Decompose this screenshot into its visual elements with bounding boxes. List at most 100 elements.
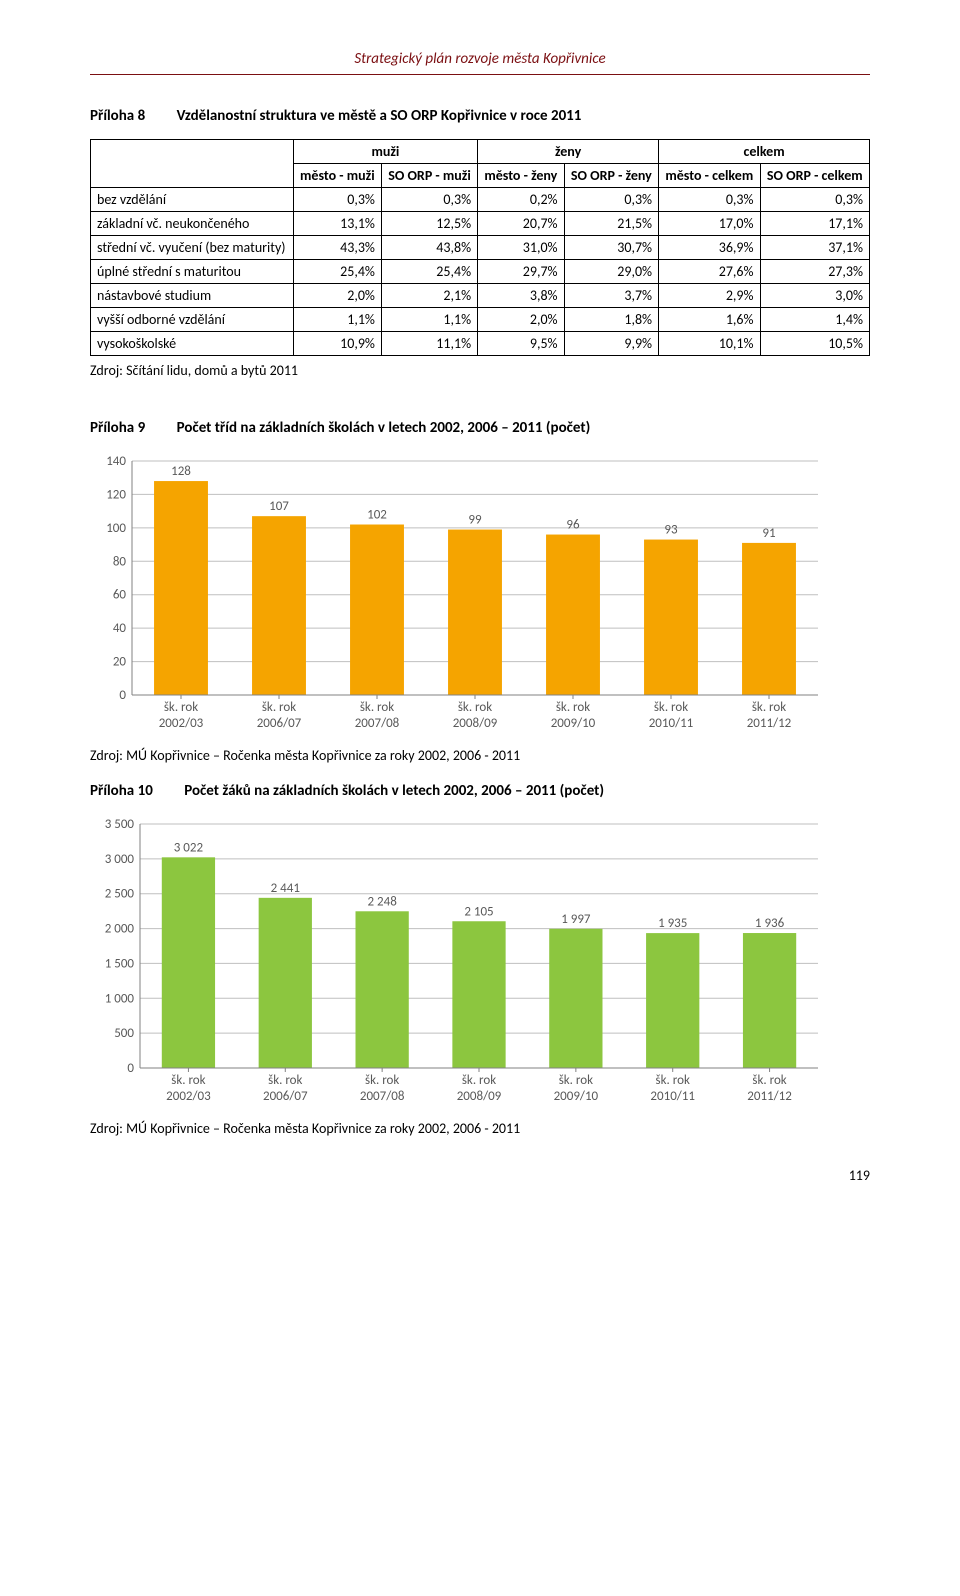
svg-text:šk. rok: šk. rok: [268, 1073, 302, 1088]
svg-text:2009/10: 2009/10: [554, 1089, 599, 1104]
chart10-svg: 05001 0001 5002 0002 5003 0003 5003 022š…: [90, 814, 830, 1114]
cell: 29,7%: [478, 260, 564, 284]
svg-text:1 935: 1 935: [658, 916, 687, 931]
svg-text:šk. rok: šk. rok: [654, 700, 688, 715]
svg-text:2011/12: 2011/12: [747, 1089, 792, 1104]
svg-text:91: 91: [762, 526, 775, 541]
section10-heading: Příloha 10 Počet žáků na základních škol…: [90, 782, 870, 800]
cell: 2,9%: [659, 284, 760, 308]
table-row: vyšší odborné vzdělání1,1%1,1%2,0%1,8%1,…: [91, 308, 870, 332]
svg-text:šk. rok: šk. rok: [458, 700, 492, 715]
svg-text:2009/10: 2009/10: [551, 716, 596, 731]
cell: 25,4%: [293, 260, 381, 284]
svg-text:šk. rok: šk. rok: [360, 700, 394, 715]
cell: 12,5%: [381, 212, 477, 236]
row-label: bez vzdělání: [91, 188, 294, 212]
section10-title: Počet žáků na základních školách v letec…: [184, 782, 604, 800]
cell: 43,3%: [293, 236, 381, 260]
cell: 9,9%: [564, 332, 658, 356]
cell: 17,1%: [760, 212, 869, 236]
section10-source: Zdroj: MÚ Kopřivnice – Ročenka města Kop…: [90, 1120, 870, 1137]
cell: 29,0%: [564, 260, 658, 284]
cell: 0,3%: [293, 188, 381, 212]
svg-text:2 000: 2 000: [105, 922, 135, 937]
svg-text:šk. rok: šk. rok: [171, 1073, 205, 1088]
svg-text:2002/03: 2002/03: [159, 716, 204, 731]
col-sub-0: město - muži: [293, 164, 381, 188]
svg-text:140: 140: [106, 454, 126, 469]
svg-text:2011/12: 2011/12: [747, 716, 792, 731]
svg-text:20: 20: [113, 655, 127, 670]
svg-text:96: 96: [566, 518, 580, 533]
svg-text:500: 500: [114, 1026, 134, 1041]
svg-text:80: 80: [113, 554, 127, 569]
svg-text:3 500: 3 500: [105, 817, 135, 832]
svg-text:100: 100: [106, 521, 126, 536]
cell: 2,0%: [293, 284, 381, 308]
svg-text:60: 60: [113, 588, 127, 603]
cell: 0,3%: [659, 188, 760, 212]
table-row: úplné střední s maturitou25,4%25,4%29,7%…: [91, 260, 870, 284]
cell: 36,9%: [659, 236, 760, 260]
svg-text:1 936: 1 936: [755, 916, 785, 931]
svg-text:2010/11: 2010/11: [649, 716, 694, 731]
cell: 20,7%: [478, 212, 564, 236]
svg-text:107: 107: [269, 499, 289, 514]
section8-title: Vzdělanostní struktura ve městě a SO ORP…: [177, 107, 582, 125]
svg-text:2 500: 2 500: [105, 887, 135, 902]
cell: 30,7%: [564, 236, 658, 260]
col-sub-5: SO ORP - celkem: [760, 164, 869, 188]
cell: 9,5%: [478, 332, 564, 356]
col-sub-1: SO ORP - muži: [381, 164, 477, 188]
svg-text:3 022: 3 022: [174, 840, 204, 855]
cell: 0,3%: [381, 188, 477, 212]
svg-text:2 105: 2 105: [464, 904, 493, 919]
cell: 10,5%: [760, 332, 869, 356]
table-row: základní vč. neukončeného13,1%12,5%20,7%…: [91, 212, 870, 236]
page: Strategický plán rozvoje města Kopřivnic…: [0, 0, 960, 1214]
page-number: 119: [90, 1167, 870, 1184]
cell: 2,0%: [478, 308, 564, 332]
cell: 3,8%: [478, 284, 564, 308]
svg-text:0: 0: [119, 688, 126, 703]
svg-text:2 441: 2 441: [271, 881, 300, 896]
cell: 43,8%: [381, 236, 477, 260]
cell: 3,0%: [760, 284, 869, 308]
cell: 25,4%: [381, 260, 477, 284]
svg-text:šk. rok: šk. rok: [262, 700, 296, 715]
col-sub-3: SO ORP - ženy: [564, 164, 658, 188]
svg-text:šk. rok: šk. rok: [365, 1073, 399, 1088]
cell: 10,1%: [659, 332, 760, 356]
table-row: vysokoškolské10,9%11,1%9,5%9,9%10,1%10,5…: [91, 332, 870, 356]
svg-text:2006/07: 2006/07: [263, 1089, 308, 1104]
document-header: Strategický plán rozvoje města Kopřivnic…: [90, 50, 870, 75]
svg-text:128: 128: [171, 464, 191, 479]
row-label: vyšší odborné vzdělání: [91, 308, 294, 332]
cell: 1,6%: [659, 308, 760, 332]
chart10-container: 05001 0001 5002 0002 5003 0003 5003 022š…: [90, 814, 870, 1114]
svg-text:2007/08: 2007/08: [355, 716, 400, 731]
cell: 27,6%: [659, 260, 760, 284]
education-table-body: bez vzdělání0,3%0,3%0,2%0,3%0,3%0,3%zákl…: [91, 188, 870, 356]
svg-text:1 997: 1 997: [561, 912, 591, 927]
section9-source: Zdroj: MÚ Kopřivnice – Ročenka města Kop…: [90, 747, 870, 764]
cell: 13,1%: [293, 212, 381, 236]
svg-text:šk. rok: šk. rok: [559, 1073, 593, 1088]
row-label: základní vč. neukončeného: [91, 212, 294, 236]
section8-number: Příloha 8: [90, 107, 145, 125]
cell: 0,3%: [760, 188, 869, 212]
svg-text:šk. rok: šk. rok: [752, 700, 786, 715]
svg-text:2 248: 2 248: [367, 894, 397, 909]
svg-text:120: 120: [106, 487, 126, 502]
chart9-container: 020406080100120140128šk. rok2002/03107šk…: [90, 451, 870, 741]
cell: 37,1%: [760, 236, 869, 260]
cell: 10,9%: [293, 332, 381, 356]
svg-text:šk. rok: šk. rok: [656, 1073, 690, 1088]
svg-text:2006/07: 2006/07: [257, 716, 302, 731]
col-group-0: muži: [293, 140, 477, 164]
svg-text:99: 99: [468, 513, 482, 528]
svg-text:3 000: 3 000: [105, 852, 135, 867]
cell: 3,7%: [564, 284, 658, 308]
table-row: nástavbové studium2,0%2,1%3,8%3,7%2,9%3,…: [91, 284, 870, 308]
svg-text:1 500: 1 500: [105, 956, 135, 971]
